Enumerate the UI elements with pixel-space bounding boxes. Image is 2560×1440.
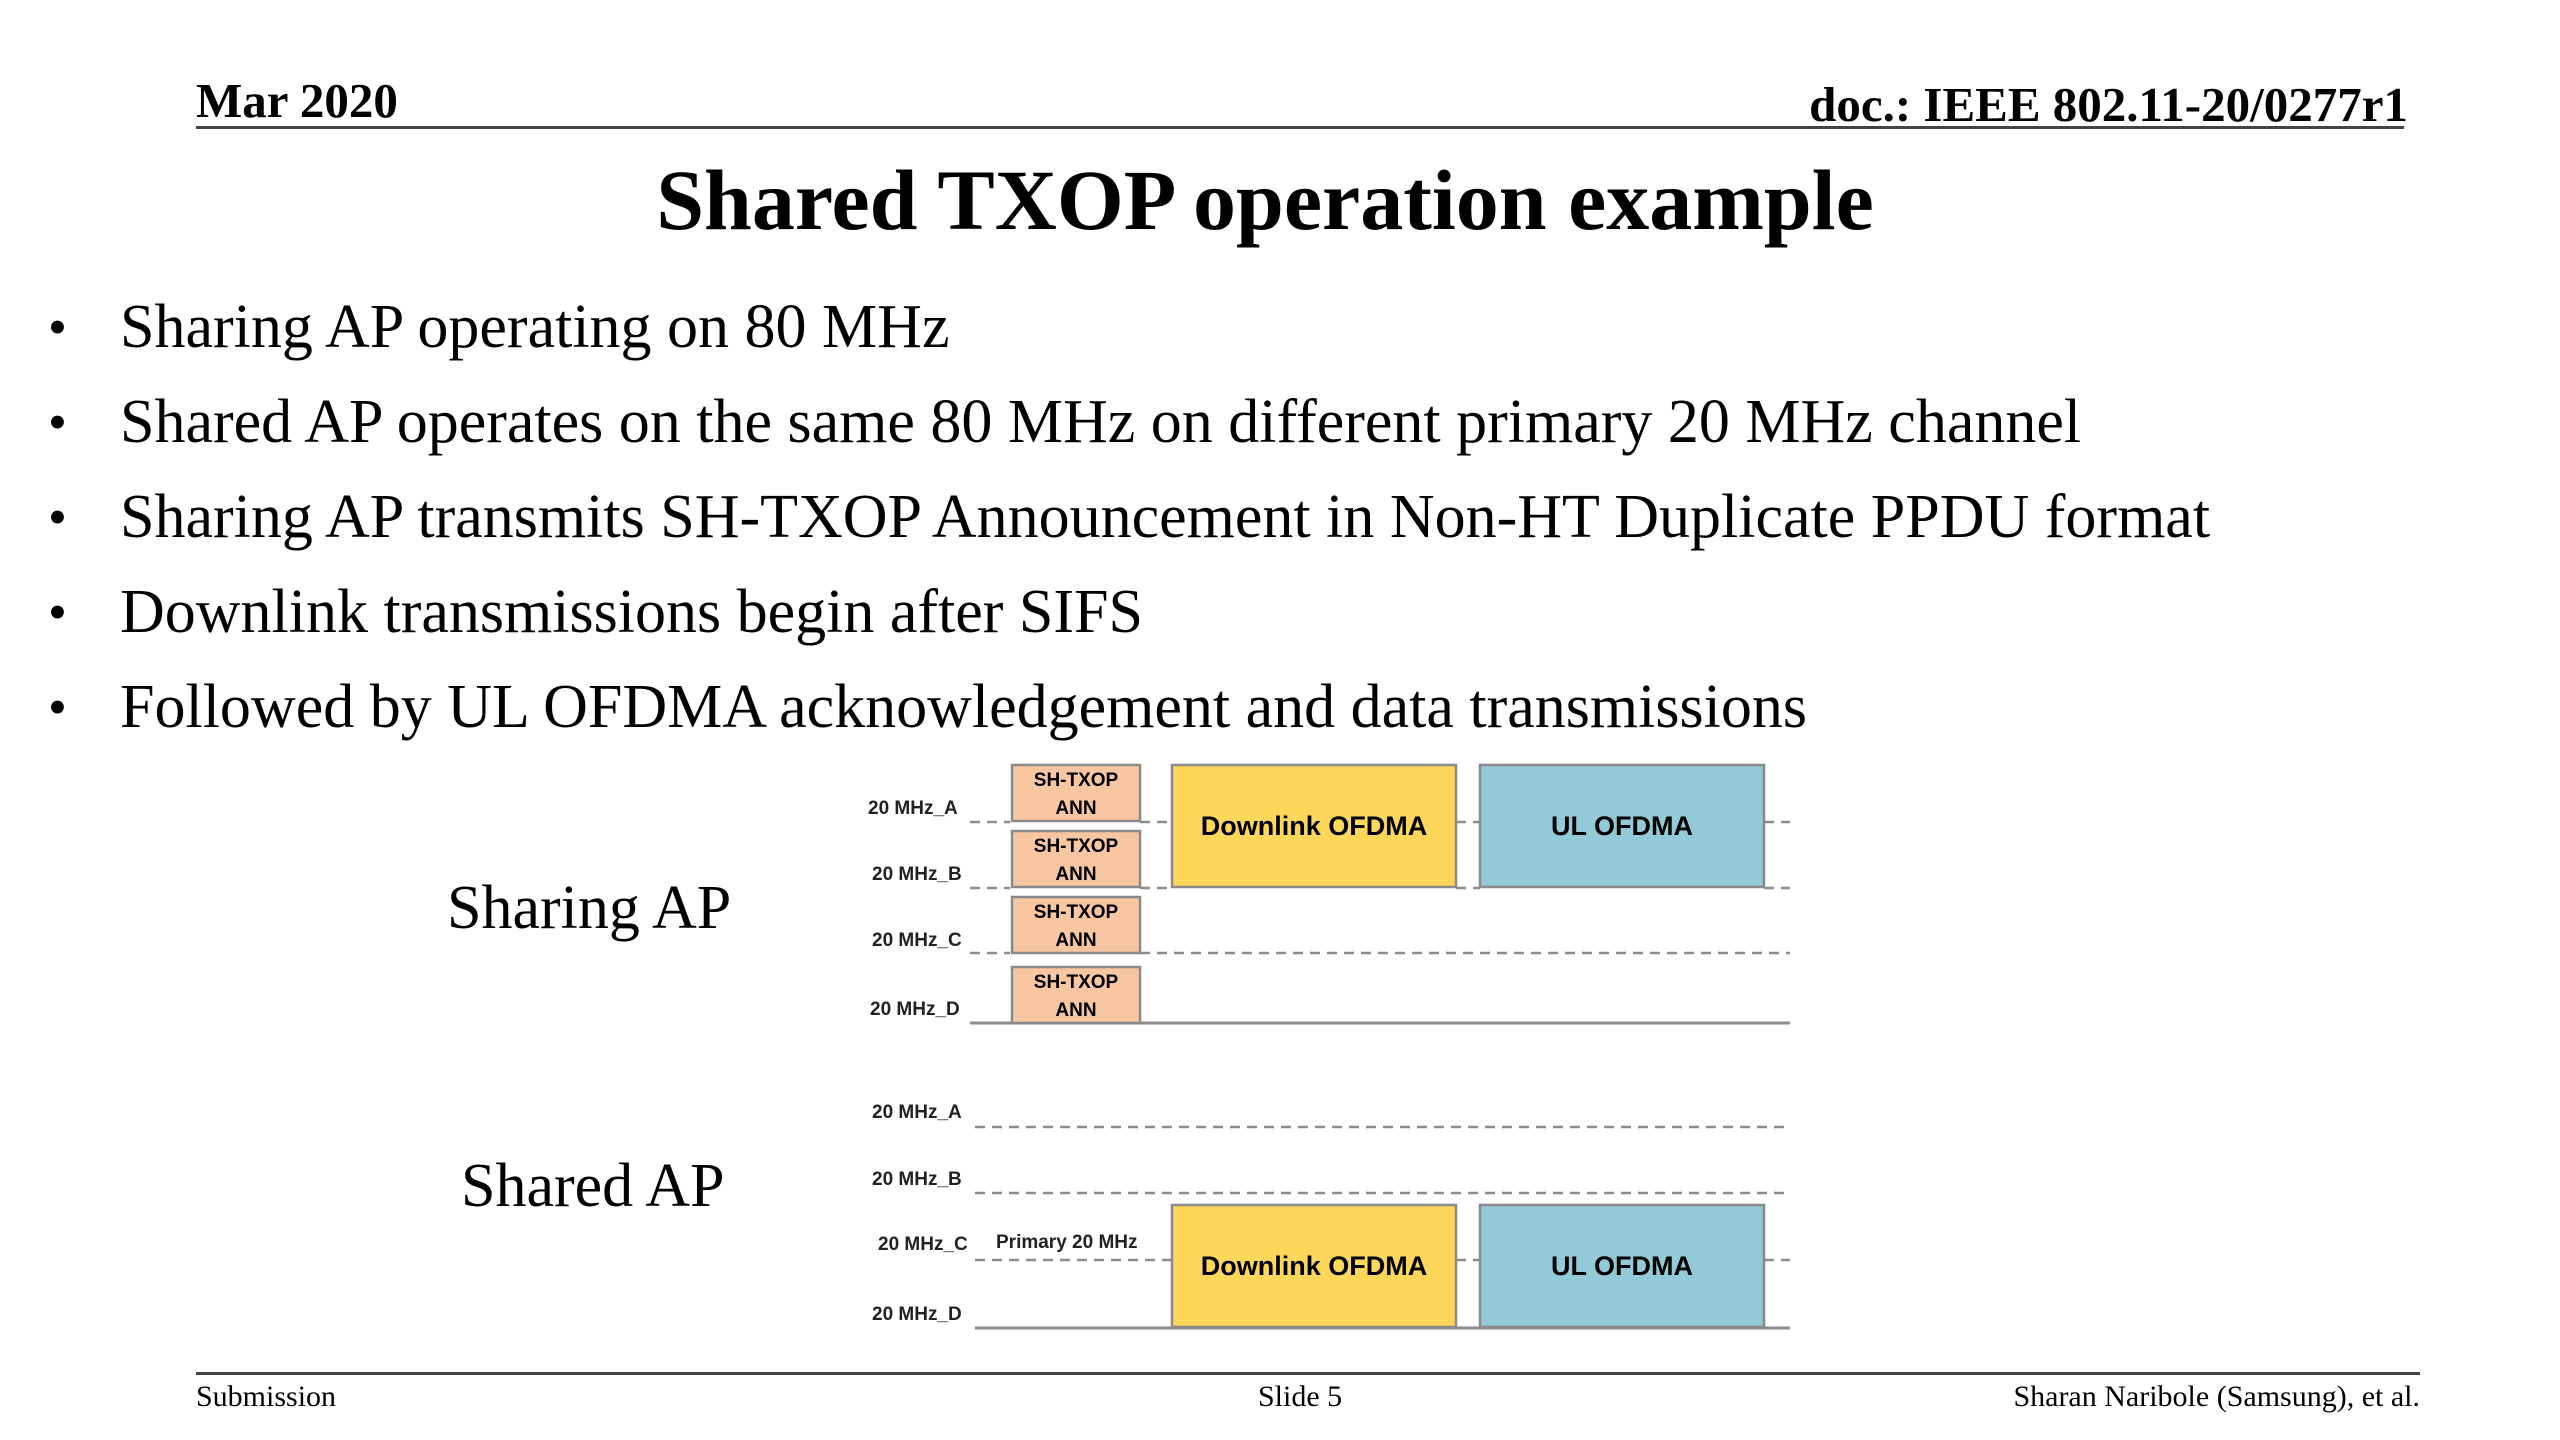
ann-box-d: SH-TXOP ANN — [1010, 965, 1142, 1025]
ann-box-b-rect — [1010, 829, 1142, 889]
ann-box-b-line2: ANN — [1055, 864, 1096, 885]
ann-box-a-rect — [1010, 763, 1142, 823]
bullet-text: Downlink transmissions begin after SIFS — [120, 578, 1143, 646]
header-date: Mar 2020 — [196, 73, 398, 128]
sharing-downlink-label: Downlink OFDMA — [1201, 811, 1427, 841]
footer-rule — [196, 1372, 2420, 1375]
primary-20mhz-label: Primary 20 MHz — [996, 1232, 1138, 1253]
bullet-marker: • — [48, 392, 67, 452]
footer-author: Sharan Naribole (Samsung), et al. — [2013, 1380, 2420, 1413]
ann-box-d-line2: ANN — [1055, 1000, 1096, 1021]
header-doc-id: doc.: IEEE 802.11-20/0277r1 — [1809, 77, 2408, 132]
shared-ul-rect — [1478, 1203, 1766, 1329]
ann-box-c-rect — [1010, 895, 1142, 955]
footer-slide-number: Slide 5 — [1258, 1380, 1343, 1413]
shared-ul-box: UL OFDMA — [1478, 1203, 1766, 1329]
header-rule — [196, 126, 2404, 129]
bullet-text: Shared AP operates on the same 80 MHz on… — [120, 388, 2082, 456]
ann-box-d-line1: SH-TXOP — [1034, 972, 1119, 993]
sharing-ap-diagram: 20 MHz_A 20 MHz_B 20 MHz_C 20 MHz_D SH-T… — [868, 763, 1790, 1025]
bullet-text: Followed by UL OFDMA acknowledgement and… — [120, 673, 1807, 741]
shared-downlink-label: Downlink OFDMA — [1201, 1251, 1427, 1281]
shared-downlink-box: Downlink OFDMA — [1170, 1203, 1458, 1329]
sharing-channel-d-label: 20 MHz_D — [870, 999, 960, 1020]
sharing-downlink-rect — [1170, 763, 1458, 889]
ann-box-a-line1: SH-TXOP — [1034, 770, 1119, 791]
shared-channel-d-label: 20 MHz_D — [872, 1304, 962, 1325]
shared-ul-label: UL OFDMA — [1551, 1251, 1693, 1281]
ann-box-c-line2: ANN — [1055, 930, 1096, 951]
shared-channel-b-label: 20 MHz_B — [872, 1169, 962, 1190]
bullet-item: • Followed by UL OFDMA acknowledgement an… — [40, 660, 2210, 755]
bullet-list: • Sharing AP operating on 80 MHz • Shared … — [40, 280, 2210, 755]
sharing-ap-label: Sharing AP — [447, 874, 732, 942]
ann-box-b-line1: SH-TXOP — [1034, 836, 1119, 857]
sharing-downlink-box: Downlink OFDMA — [1170, 763, 1458, 889]
ann-box-b: SH-TXOP ANN — [1010, 829, 1142, 889]
shared-channel-a-label: 20 MHz_A — [872, 1102, 962, 1123]
sharing-channel-c-label: 20 MHz_C — [872, 930, 962, 951]
shared-ap-diagram: 20 MHz_A 20 MHz_B 20 MHz_C Primary 20 MH… — [872, 1102, 1790, 1330]
ann-box-d-rect — [1010, 965, 1142, 1025]
ann-box-a: SH-TXOP ANN — [1010, 763, 1142, 823]
shared-ap-label: Shared AP — [461, 1152, 725, 1220]
sharing-ul-box: UL OFDMA — [1478, 763, 1766, 889]
bullet-item: • Sharing AP transmits SH-TXOP Announceme… — [40, 470, 2210, 565]
bullet-marker: • — [48, 297, 67, 357]
bullet-item: • Downlink transmissions begin after SIFS — [40, 565, 2210, 660]
bullet-text: Sharing AP transmits SH-TXOP Announcemen… — [120, 483, 2211, 551]
bullet-marker: • — [48, 582, 67, 642]
ann-box-c: SH-TXOP ANN — [1010, 895, 1142, 955]
bullet-text: Sharing AP operating on 80 MHz — [120, 293, 950, 361]
sharing-ul-label: UL OFDMA — [1551, 811, 1693, 841]
bullet-item: • Sharing AP operating on 80 MHz — [40, 280, 2210, 375]
ann-box-a-line2: ANN — [1055, 798, 1096, 819]
slide-title: Shared TXOP operation example — [656, 152, 1874, 248]
ann-box-c-line1: SH-TXOP — [1034, 902, 1119, 923]
bullet-item: • Shared AP operates on the same 80 MHz o… — [40, 375, 2210, 470]
bullet-marker: • — [48, 677, 67, 737]
sharing-channel-b-label: 20 MHz_B — [872, 864, 962, 885]
sharing-channel-a-label: 20 MHz_A — [868, 798, 958, 819]
sharing-ul-rect — [1478, 763, 1766, 889]
shared-downlink-rect — [1170, 1203, 1458, 1329]
footer-submission: Submission — [196, 1380, 337, 1413]
shared-channel-c-label: 20 MHz_C — [878, 1234, 968, 1255]
bullet-marker: • — [48, 487, 67, 547]
